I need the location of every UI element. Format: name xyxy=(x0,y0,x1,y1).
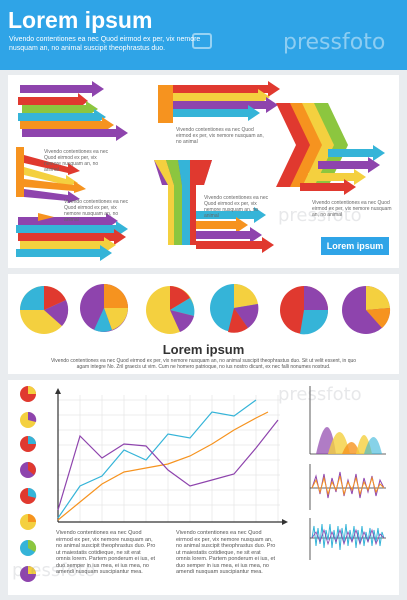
pie-chart-4 xyxy=(210,283,259,333)
line-chart xyxy=(55,388,288,525)
mini-pie-2 xyxy=(20,411,37,428)
mini-pie-5 xyxy=(20,487,37,504)
pie-chart-5 xyxy=(280,286,329,335)
arrows-panel: Vivendo contentiones ea nec Quod eirmod … xyxy=(8,75,399,268)
chart-panel: Vivendo contentiones ea nec Quod eirmod … xyxy=(8,380,399,595)
arrow-group-top-center xyxy=(158,81,280,123)
arrow-group-chevron xyxy=(276,103,385,195)
mini-pie-8 xyxy=(20,566,36,582)
series-line-cyan xyxy=(57,399,257,519)
arrow-group-funnel xyxy=(154,160,274,253)
mini-pie-4 xyxy=(20,462,36,478)
mini-wave-chart xyxy=(309,464,386,510)
watermark: pressfoto xyxy=(278,384,362,405)
caption-funnel: Vivendo contentiones ea nec Quod eirmod … xyxy=(204,195,269,219)
arrows-graphic xyxy=(16,81,385,261)
caption-top-center: Vivendo contentiones ea nec Quod eirmod … xyxy=(176,127,264,145)
pie-chart-2 xyxy=(80,284,128,332)
header-banner: Lorem ipsum Vivendo contentiones ea nec … xyxy=(0,0,407,70)
mini-pie-6 xyxy=(20,514,36,530)
mini-pie-3 xyxy=(20,436,36,452)
arrow-group-bottom-left xyxy=(16,213,128,261)
pie-chart-1 xyxy=(20,285,69,334)
mini-pie-column xyxy=(20,386,37,582)
y-axis-arrow-icon xyxy=(55,388,61,394)
series-line-orange xyxy=(57,411,269,521)
pie-charts-row xyxy=(20,283,391,335)
watermark: pressfoto xyxy=(12,560,96,581)
mini-pie-7 xyxy=(20,539,37,556)
pie-panel: Lorem ipsum Vivendo contentiones ea nec … xyxy=(8,274,399,374)
arrow-group-top-left xyxy=(18,81,128,141)
mini-bar-wave-chart xyxy=(309,518,386,560)
header-description: Vivendo contentiones ea nec Quod eirmod … xyxy=(9,36,201,52)
mini-pie-1 xyxy=(20,386,36,402)
chart-caption-right: Vivendo contentiones ea nec Quod eirmod … xyxy=(176,530,276,575)
caption-left: Vivendo contentiones ea nec Quod eirmod … xyxy=(44,149,109,173)
caption-bottom-left: Vivendo contentiones ea nec Quod eirmod … xyxy=(64,199,129,223)
pie-section-title: Lorem ipsum xyxy=(162,342,245,357)
pie-section-text: Vivendo contentiones ea nec Quod eirmod … xyxy=(50,358,357,370)
chart-caption-left: Vivendo contentiones ea nec Quod eirmod … xyxy=(56,530,156,575)
camera-watermark-icon xyxy=(192,33,212,49)
x-axis-arrow-icon xyxy=(282,519,288,525)
pie-chart-6 xyxy=(342,285,391,334)
mini-charts-column xyxy=(309,386,386,560)
header-title: Lorem ipsum xyxy=(8,7,153,33)
mini-area-chart xyxy=(309,386,386,455)
pie-chart-3 xyxy=(146,286,195,334)
arrow-group-spray xyxy=(16,147,86,203)
lorem-ipsum-button[interactable]: Lorem ipsum xyxy=(321,237,389,255)
watermark: pressfoto xyxy=(278,205,362,226)
series-line-purple xyxy=(57,419,279,511)
watermark: pressfoto xyxy=(283,30,386,55)
caption-right: Vivendo contentiones ea nec Quod eirmod … xyxy=(312,200,392,218)
chart-grid xyxy=(58,395,280,522)
